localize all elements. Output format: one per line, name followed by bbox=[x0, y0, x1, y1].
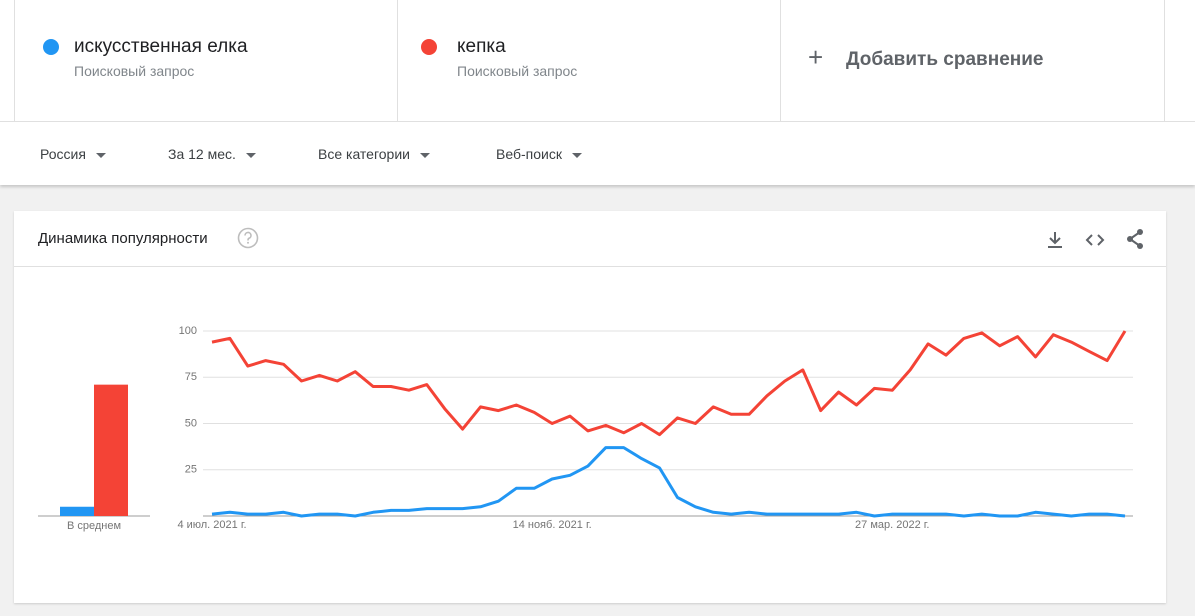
average-bar bbox=[94, 384, 128, 516]
term-type: Поисковый запрос bbox=[457, 63, 578, 79]
term-type: Поисковый запрос bbox=[74, 63, 195, 79]
plus-icon: + bbox=[808, 42, 824, 72]
x-tick-label: 14 нояб. 2021 г. bbox=[513, 519, 592, 531]
x-tick-label: 4 июл. 2021 г. bbox=[177, 519, 246, 531]
card-title: Динамика популярности bbox=[38, 230, 208, 247]
share-icon[interactable] bbox=[1124, 227, 1146, 251]
filter[interactable]: За 12 мес. bbox=[168, 146, 256, 162]
separator bbox=[14, 266, 1166, 267]
header: искусственная елка Поисковый запрос кепк… bbox=[0, 0, 1195, 185]
series-line bbox=[211, 330, 1127, 437]
filter[interactable]: Россия bbox=[40, 146, 106, 162]
filter-bar: Россия За 12 мес. Все категории Веб-поис… bbox=[0, 121, 1195, 186]
download-icon[interactable] bbox=[1044, 229, 1066, 251]
x-tick-label: 27 мар. 2022 г. bbox=[855, 519, 929, 531]
average-bar bbox=[60, 506, 94, 516]
series-line bbox=[211, 446, 1126, 518]
filter[interactable]: Все категории bbox=[318, 146, 430, 162]
add-comparison-label: Добавить сравнение bbox=[846, 49, 1044, 70]
embed-icon[interactable] bbox=[1084, 229, 1106, 251]
y-tick-label: 100 bbox=[179, 325, 197, 337]
filter[interactable]: Веб-поиск bbox=[496, 146, 582, 162]
comparison[interactable]: кепка Поисковый запрос bbox=[397, 0, 781, 121]
comparison[interactable]: искусственная елка Поисковый запрос bbox=[14, 0, 398, 121]
y-tick-label: 25 bbox=[185, 464, 197, 476]
card: Динамика популярности bbox=[14, 211, 1166, 603]
y-tick-label: 75 bbox=[185, 371, 197, 383]
add-comparison[interactable]: + Добавить сравнение bbox=[780, 0, 1165, 121]
average-label: В среднем bbox=[67, 520, 121, 532]
series-dot bbox=[421, 39, 437, 55]
help-icon[interactable] bbox=[237, 227, 259, 249]
series-dot bbox=[43, 39, 59, 55]
y-tick-label: 50 bbox=[185, 417, 197, 429]
search-term: искусственная елка bbox=[74, 36, 248, 57]
search-term: кепка bbox=[457, 36, 506, 57]
